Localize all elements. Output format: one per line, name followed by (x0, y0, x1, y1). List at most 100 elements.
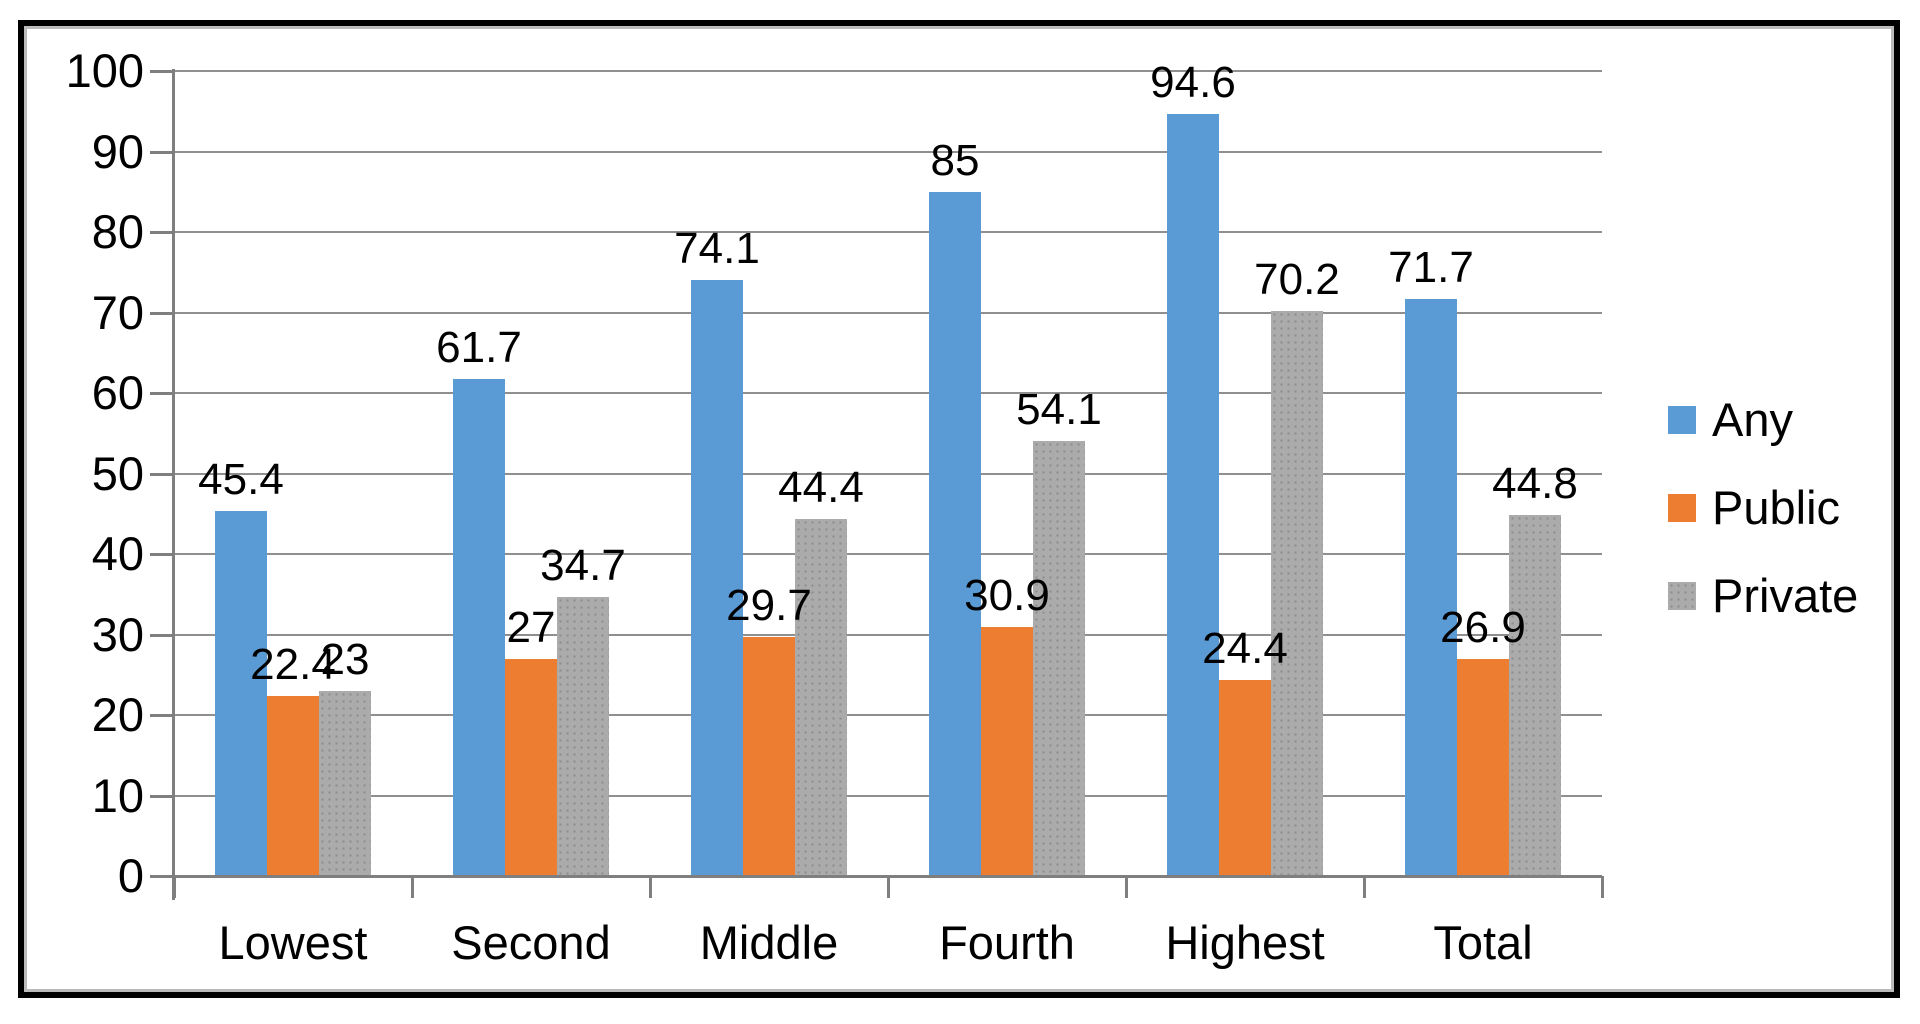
bar-public-lowest (267, 695, 319, 876)
y-axis-label-70: 70 (91, 285, 144, 339)
legend-swatch-private (1668, 582, 1696, 610)
legend-swatch-any (1668, 406, 1696, 434)
value-label-any-middle: 74.1 (674, 223, 760, 273)
bar-public-second (505, 658, 557, 876)
x-axis-category-label-lowest: Lowest (218, 916, 368, 969)
bar-private-lowest (319, 690, 371, 876)
value-label-any-second: 61.7 (436, 323, 522, 373)
value-label-public-fourth: 30.9 (964, 571, 1050, 621)
y-axis-label-100: 100 (65, 44, 144, 97)
x-axis-tick-6 (1601, 876, 1604, 898)
y-axis-tick-0 (150, 875, 174, 878)
y-axis-label-10: 10 (91, 768, 144, 822)
legend-label-public: Public (1712, 481, 1841, 534)
bar-any-total (1405, 298, 1457, 876)
legend-label-any: Any (1712, 393, 1793, 446)
gridline-90 (174, 150, 1602, 153)
bar-private-highest (1271, 310, 1323, 876)
legend-item-any: Any (1668, 392, 1858, 448)
bar-public-fourth (981, 627, 1033, 876)
x-axis-tick-2 (649, 876, 652, 898)
value-label-private-fourth: 54.1 (1016, 384, 1102, 434)
x-axis-category-label-fourth: Fourth (939, 916, 1075, 969)
x-axis-category-label-middle: Middle (699, 916, 839, 969)
value-label-any-lowest: 45.4 (198, 454, 284, 504)
value-label-private-middle: 44.4 (778, 462, 864, 512)
y-axis-label-0: 0 (117, 849, 144, 902)
y-axis-label-30: 30 (91, 607, 144, 661)
legend-label-private: Private (1712, 569, 1859, 622)
y-axis-tick-10 (150, 794, 174, 798)
y-axis-label-80: 80 (91, 205, 144, 258)
value-label-private-highest: 70.2 (1254, 254, 1340, 304)
y-axis-tick-90 (150, 150, 174, 154)
y-axis-label-20: 20 (91, 688, 144, 741)
y-axis-tick-80 (150, 231, 174, 234)
bar-private-middle (795, 518, 847, 876)
y-axis-line (172, 69, 175, 900)
bar-any-middle (691, 279, 743, 876)
x-axis-tick-3 (887, 876, 890, 898)
value-label-public-total: 26.9 (1440, 603, 1526, 653)
gridline-10 (174, 794, 1602, 797)
x-axis-tick-0 (173, 876, 176, 898)
bar-any-fourth (929, 191, 981, 876)
y-axis-tick-70 (150, 311, 174, 315)
value-label-any-highest: 94.6 (1150, 58, 1236, 108)
value-label-public-middle: 29.7 (726, 580, 812, 630)
y-axis-label-90: 90 (91, 124, 144, 178)
gridline-60 (174, 392, 1602, 394)
x-axis-category-label-second: Second (451, 916, 611, 969)
chart-outer-frame (18, 20, 1900, 998)
bar-any-second (453, 379, 505, 876)
value-label-private-lowest: 23 (320, 634, 370, 684)
bar-any-lowest (215, 510, 267, 876)
gridline-20 (174, 714, 1602, 716)
y-axis-label-60: 60 (91, 366, 144, 419)
gridline-50 (174, 472, 1602, 475)
gridline-100 (174, 70, 1602, 72)
bar-public-middle (743, 636, 795, 876)
bar-any-highest (1167, 114, 1219, 876)
category-group-highest: 94.6 24.4 70.2 Highest (1126, 58, 1364, 969)
category-group-lowest: 45.4 22.4 23 Lowest (174, 71, 412, 969)
y-axis-tick-50 (150, 472, 174, 476)
bar-private-total (1509, 515, 1561, 876)
x-axis-category-label-highest: Highest (1165, 916, 1325, 969)
gridline-30 (174, 633, 1602, 636)
y-axis-label-40: 40 (91, 527, 144, 580)
x-axis-tick-5 (1363, 876, 1366, 898)
category-group-total: 71.7 26.9 44.8 Total (1364, 71, 1602, 969)
bar-public-highest (1219, 679, 1271, 876)
value-label-any-fourth: 85 (930, 135, 980, 185)
bar-private-second (557, 596, 609, 876)
y-axis-tick-20 (150, 714, 174, 717)
plot-area: 0 10 20 30 40 50 60 70 80 90 100 45.4 22.4 23 Lowest 61… (66, 44, 1604, 970)
y-axis-tick-30 (150, 633, 174, 637)
y-axis-tick-40 (150, 553, 174, 556)
x-axis-tick-1 (411, 876, 414, 898)
legend: Any Public Private (1668, 392, 1858, 624)
y-axis-tick-60 (150, 392, 174, 395)
y-axis-label-50: 50 (91, 446, 144, 500)
bar-public-total (1457, 659, 1509, 876)
category-group-middle: 74.1 29.7 44.4 Middle (650, 71, 888, 970)
legend-item-public: Public (1668, 480, 1858, 536)
gridline-70 (174, 311, 1602, 314)
legend-item-private: Private (1668, 568, 1858, 624)
value-label-any-total: 71.7 (1388, 242, 1474, 292)
value-label-public-highest: 24.4 (1202, 623, 1288, 673)
gridline-40 (174, 553, 1602, 555)
value-label-public-second: 27 (506, 602, 556, 652)
value-label-private-second: 34.7 (540, 540, 626, 590)
x-axis-category-label-total: Total (1433, 916, 1533, 969)
legend-swatch-public (1668, 494, 1696, 522)
category-group-second: 61.7 27 34.7 Second (412, 71, 650, 969)
category-group-fourth: 85 30.9 54.1 Fourth (888, 71, 1126, 969)
x-axis-tick-4 (1125, 876, 1128, 898)
value-label-public-lowest: 22.4 (250, 639, 336, 689)
y-axis-tick-100 (150, 70, 174, 73)
bar-private-fourth (1033, 440, 1085, 876)
gridline-80 (174, 231, 1602, 233)
